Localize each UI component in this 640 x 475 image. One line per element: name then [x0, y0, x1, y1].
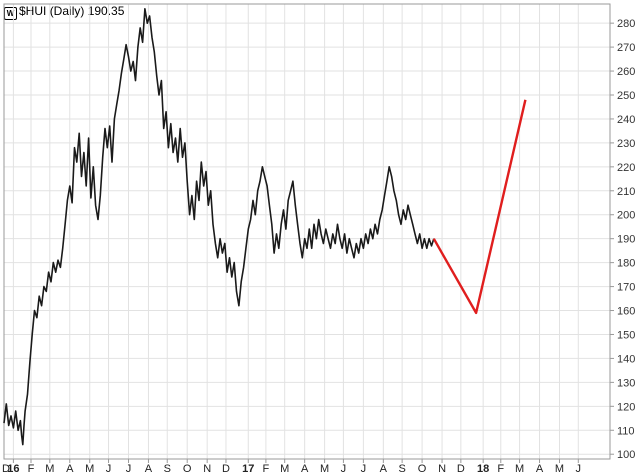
plot-frame — [3, 3, 611, 460]
x-tick-label: M — [555, 463, 564, 475]
x-tick-label: S — [164, 463, 171, 475]
x-tick-label: M — [85, 463, 94, 475]
y-tick-label: 220 — [617, 162, 635, 174]
grid — [4, 4, 610, 459]
x-axis: D16 F M A M J J A S O N D 17 F M A M J J A S O N D 18 F M A M J — [2, 459, 581, 475]
x-tick-label: 16 — [7, 463, 19, 475]
x-tick-label: M — [515, 463, 524, 475]
y-tick-label: 230 — [617, 138, 635, 150]
y-tick-label: 100 — [617, 449, 635, 461]
y-tick-label: 280 — [617, 18, 635, 30]
x-tick-label: F — [263, 463, 270, 475]
y-tick-label: 110 — [617, 425, 635, 437]
x-tick-label: J — [106, 463, 112, 475]
x-tick-label: A — [145, 463, 153, 475]
x-tick-label: O — [418, 463, 427, 475]
y-tick-label: 250 — [617, 90, 635, 102]
y-tick-label: 150 — [617, 329, 635, 341]
x-tick-label: 18 — [477, 463, 489, 475]
y-tick-label: 160 — [617, 306, 635, 318]
x-tick-label: J — [341, 463, 347, 475]
y-tick-label: 210 — [617, 186, 635, 198]
x-tick-label: A — [66, 463, 74, 475]
x-tick-label: F — [28, 463, 35, 475]
y-tick-label: 140 — [617, 353, 635, 365]
chart-period: (Daily) — [49, 4, 85, 18]
x-tick-label: D — [222, 463, 230, 475]
y-tick-label: 130 — [617, 377, 635, 389]
y-tick-label: 190 — [617, 234, 635, 246]
x-tick-label: J — [126, 463, 132, 475]
y-tick-label: 200 — [617, 210, 635, 222]
x-tick-label: A — [301, 463, 309, 475]
x-tick-label: N — [438, 463, 446, 475]
x-tick-label: A — [380, 463, 388, 475]
y-tick-label: 260 — [617, 66, 635, 78]
x-tick-label: A — [536, 463, 544, 475]
x-tick-label: J — [576, 463, 582, 475]
x-tick-label: M — [320, 463, 329, 475]
y-tick-label: 240 — [617, 114, 635, 126]
y-tick-label: 170 — [617, 282, 635, 294]
y-tick-label: 120 — [617, 401, 635, 413]
series-line-0 — [3, 8, 435, 446]
x-tick-label: M — [45, 463, 54, 475]
chart-title: W $HUI (Daily) 190.35 — [4, 4, 124, 20]
chart-last-value: 190.35 — [87, 4, 125, 18]
x-tick-label: D — [457, 463, 465, 475]
x-tick-label: J — [361, 463, 367, 475]
x-tick-label: 17 — [242, 463, 254, 475]
series-layer — [3, 8, 527, 446]
series-line-1 — [432, 99, 527, 315]
x-tick-label: D — [2, 463, 10, 475]
x-tick-label: O — [183, 463, 192, 475]
x-tick-label: S — [398, 463, 405, 475]
y-tick-label: 270 — [617, 42, 635, 54]
y-tick-label: 180 — [617, 258, 635, 270]
y-axis: 100 110 120 130 140 150 160 170 180 190 200 210 220 2… — [610, 18, 635, 461]
x-tick-label: F — [497, 463, 504, 475]
x-tick-label: M — [280, 463, 289, 475]
x-tick-label: N — [203, 463, 211, 475]
chart-symbol: $HUI — [19, 4, 47, 18]
